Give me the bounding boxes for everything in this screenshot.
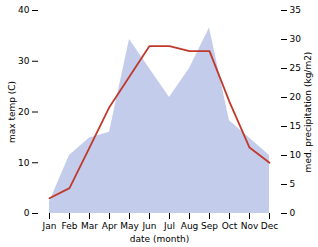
- svg-text:40: 40: [18, 5, 30, 15]
- svg-text:date (month): date (month): [130, 234, 189, 244]
- svg-text:Oct: Oct: [222, 221, 238, 231]
- svg-text:15: 15: [290, 121, 301, 131]
- svg-text:Jan: Jan: [42, 221, 57, 231]
- svg-text:10: 10: [18, 158, 30, 168]
- svg-text:5: 5: [290, 179, 296, 189]
- svg-text:med. precipitation (kg/m2): med. precipitation (kg/m2): [303, 52, 313, 173]
- svg-text:35: 35: [290, 5, 301, 15]
- svg-text:max temp (C): max temp (C): [7, 81, 17, 143]
- svg-text:0: 0: [24, 208, 30, 218]
- svg-text:30: 30: [18, 56, 30, 66]
- svg-text:May: May: [120, 221, 139, 231]
- svg-text:Mar: Mar: [81, 221, 98, 231]
- svg-text:Apr: Apr: [102, 221, 118, 231]
- svg-text:Jul: Jul: [163, 221, 175, 231]
- svg-text:Aug: Aug: [181, 221, 199, 231]
- svg-text:Jun: Jun: [141, 221, 156, 231]
- svg-text:0: 0: [290, 208, 296, 218]
- svg-text:10: 10: [290, 150, 302, 160]
- svg-text:Dec: Dec: [261, 221, 278, 231]
- svg-text:20: 20: [18, 107, 30, 117]
- svg-text:25: 25: [290, 63, 301, 73]
- svg-text:Nov: Nov: [241, 221, 259, 231]
- svg-text:30: 30: [290, 34, 302, 44]
- svg-text:Sep: Sep: [201, 221, 218, 231]
- svg-text:20: 20: [290, 92, 302, 102]
- svg-text:Feb: Feb: [62, 221, 78, 231]
